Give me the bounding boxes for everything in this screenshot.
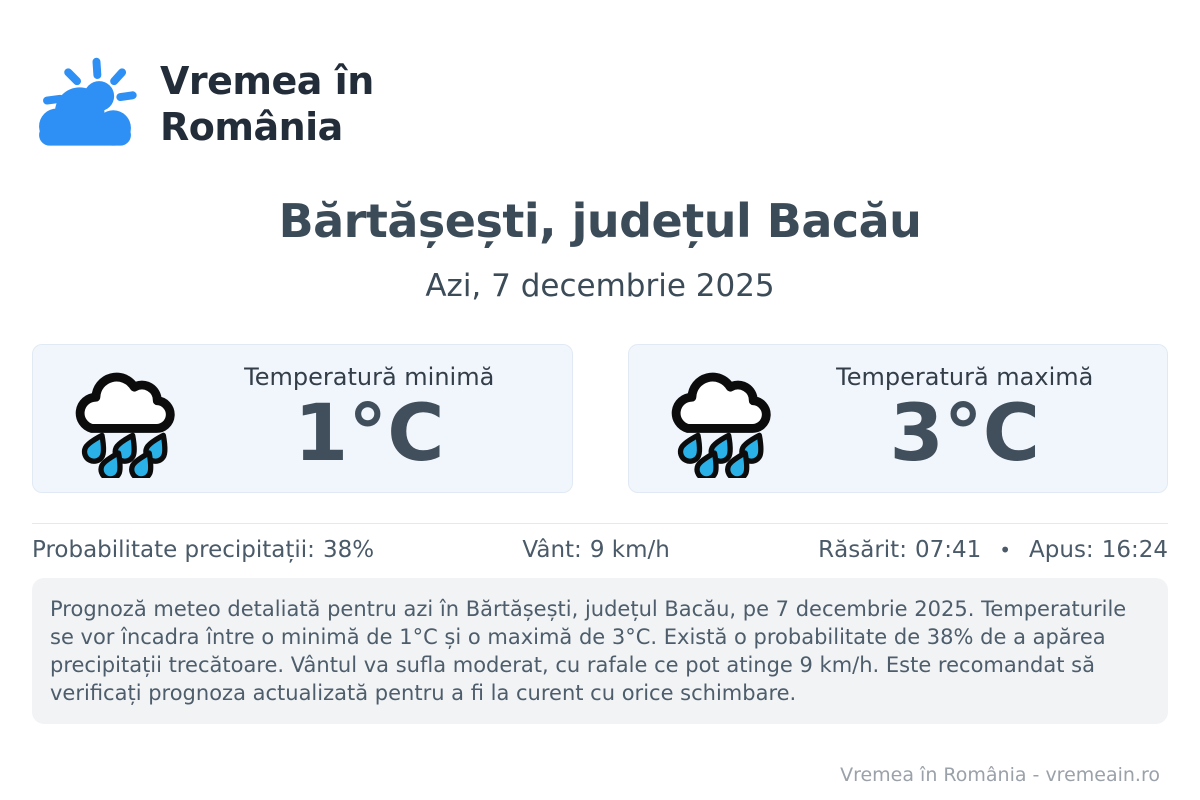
sunrise-value: 07:41 — [914, 537, 982, 563]
page-title: Bărtășești, județul Bacău — [278, 194, 922, 248]
rain-cloud-icon — [67, 360, 185, 478]
site-name-line1: Vremea în — [160, 59, 374, 104]
max-temperature-card: Temperatură maximă 3°C — [627, 344, 1168, 493]
precipitation-stat: Probabilitate precipitații: 38% — [32, 537, 374, 563]
page-subtitle: Azi, 7 decembrie 2025 — [425, 268, 775, 304]
footer-credit: Vremea în România - vremeain.ro — [840, 764, 1160, 786]
site-name: Vremea în România — [160, 59, 374, 150]
min-temperature-value: 1°C — [293, 388, 445, 479]
wind-value: 9 km/h — [589, 537, 670, 563]
min-temperature-card: Temperatură minimă 1°C — [32, 344, 573, 493]
bullet-separator: • — [999, 538, 1012, 562]
sunset-label: Apus: — [1029, 537, 1094, 563]
forecast-description: Prognoză meteo detaliată pentru azi în B… — [32, 578, 1168, 724]
wind-stat: Vânt: 9 km/h — [522, 537, 669, 563]
max-temperature-label: Temperatură maximă — [836, 362, 1094, 391]
site-logo[interactable]: Vremea în România — [32, 0, 1168, 158]
precipitation-value: 38% — [322, 537, 375, 563]
rain-cloud-icon — [663, 360, 781, 478]
precipitation-label: Probabilitate precipitații: — [32, 537, 315, 563]
wind-label: Vânt: — [522, 537, 582, 563]
stats-row: Probabilitate precipitații: 38% Vânt: 9 … — [32, 537, 1168, 563]
min-temperature-text: Temperatură minimă 1°C — [185, 363, 554, 475]
divider — [32, 523, 1168, 524]
temperature-cards: Temperatură minimă 1°C Temper — [32, 344, 1168, 493]
sun-stat: Răsărit: 07:41 • Apus: 16:24 — [818, 537, 1168, 563]
site-name-line2: România — [160, 105, 343, 149]
sun-cloud-icon — [32, 52, 138, 158]
sunset-value: 16:24 — [1101, 537, 1168, 563]
max-temperature-value: 3°C — [889, 388, 1040, 479]
max-temperature-text: Temperatură maximă 3°C — [781, 363, 1150, 475]
min-temperature-label: Temperatură minimă — [244, 362, 495, 391]
sunrise-label: Răsărit: — [818, 537, 907, 563]
